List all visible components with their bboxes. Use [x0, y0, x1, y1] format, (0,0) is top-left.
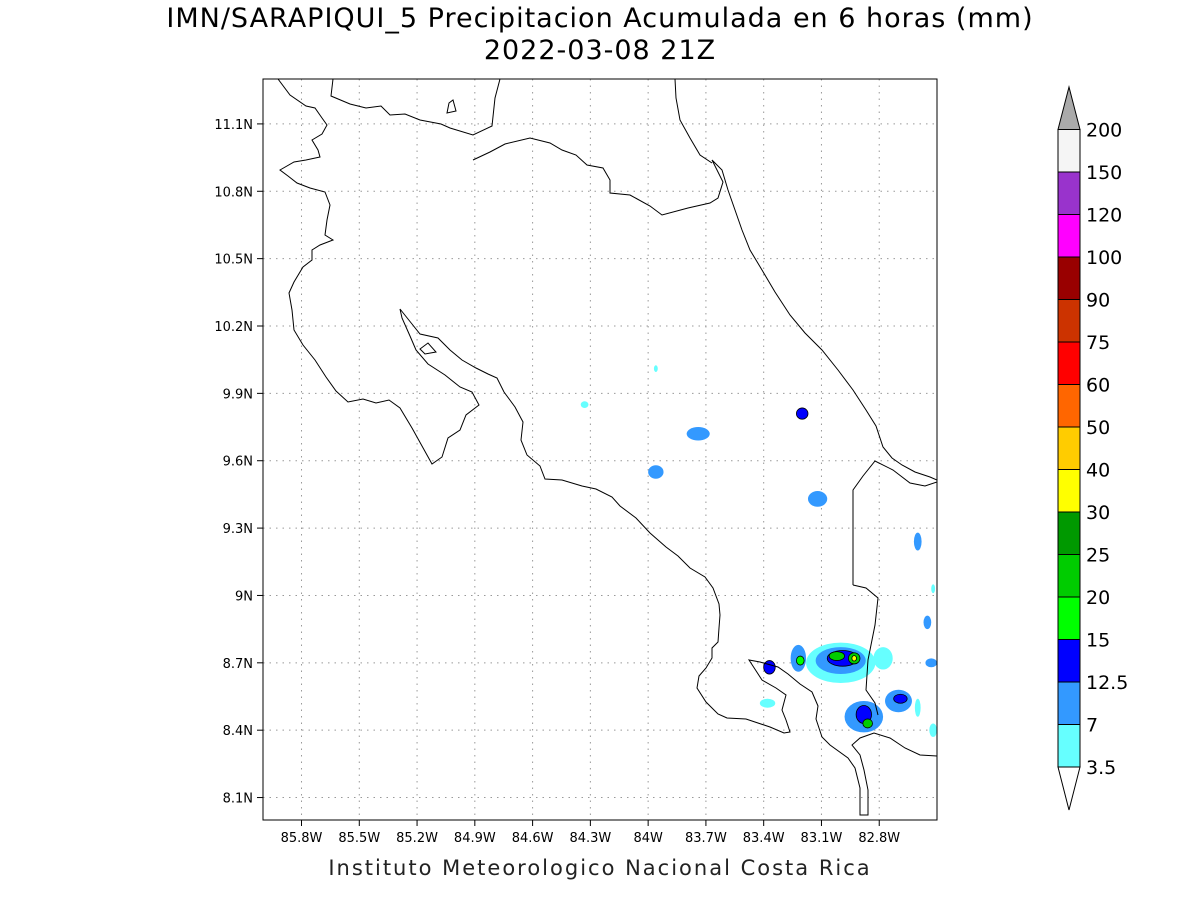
coastline-caribbean: [330, 79, 501, 136]
tick-label-lon: 85.2W: [396, 831, 438, 846]
colorbar-bottom-arrow: [1057, 766, 1081, 811]
precip-cell: [653, 365, 658, 373]
colorbar-swatch: [1057, 214, 1081, 258]
precip-cell: [763, 660, 776, 675]
precip-cell: [862, 718, 873, 729]
colorbar-swatch: [1057, 639, 1081, 683]
colorbar-level-label: 3.5: [1086, 757, 1116, 779]
tick-label-lat: 10.5N: [214, 253, 253, 268]
colorbar-level-label: 50: [1086, 417, 1110, 439]
tick-label-lon: 84.9W: [454, 831, 496, 846]
colorbar-swatch: [1057, 341, 1081, 385]
colorbar-level-label: 75: [1086, 332, 1110, 354]
border-panama: [852, 460, 937, 585]
tick-label-lon: 84.3W: [569, 831, 611, 846]
precip-cell: [580, 401, 589, 408]
map-valid-time: 2022-03-08 21Z: [483, 35, 717, 66]
tick-label-lat: 9.3N: [223, 522, 253, 537]
tick-label-lat: 9N: [235, 589, 253, 604]
tick-label-lon: 82.8W: [858, 831, 900, 846]
tick-label-lon: 85.5W: [338, 831, 380, 846]
coastline-nicaragua-north: [674, 79, 713, 164]
precip-cell: [648, 465, 664, 479]
precip-cell: [925, 658, 937, 668]
colorbar-level-label: 150: [1086, 162, 1122, 184]
precip-cell: [923, 615, 932, 630]
colorbar-swatch: [1057, 384, 1081, 428]
precip-cell: [796, 407, 809, 420]
colorbar-level-label: 15: [1086, 630, 1110, 652]
lake-island: [446, 99, 457, 114]
precip-cell: [796, 655, 805, 666]
tick-label-lon: 83.7W: [685, 831, 727, 846]
colorbar-swatch: [1057, 681, 1081, 725]
colorbar-level-label: 200: [1086, 120, 1122, 142]
precip-cell: [913, 532, 922, 551]
colorbar-level-label: 7: [1086, 715, 1098, 737]
coastline-pacific: [277, 79, 937, 816]
tick-label-lon: 85.8W: [281, 831, 323, 846]
tick-label-lon: 84.6W: [512, 831, 554, 846]
colorbar-level-label: 30: [1086, 502, 1110, 524]
precip-cell: [931, 584, 936, 594]
coastline: [277, 79, 937, 816]
colorbar-level-label: 20: [1086, 587, 1110, 609]
precip-cell: [759, 698, 776, 708]
credit-text: Instituto Meteorologico Nacional Costa R…: [328, 856, 872, 880]
colorbar-level-label: 90: [1086, 290, 1110, 312]
tick-label-lat: 9.6N: [223, 455, 253, 470]
colorbar-swatch: [1057, 596, 1081, 640]
tick-label-lat: 11.1N: [214, 118, 253, 133]
precip-cell: [929, 723, 937, 737]
colorbar-level-label: 25: [1086, 545, 1110, 567]
precip-cell: [686, 427, 710, 441]
colorbar: 3.5 7 12.5 15 20 25 30 40 50 60 75 90 100 120 150 200: [1057, 85, 1128, 811]
tick-label-lon: 84W: [633, 831, 663, 846]
tick-label-lat: 8.7N: [223, 657, 253, 672]
map-title: IMN/SARAPIQUI_5 Precipitacion Acumulada …: [166, 3, 1034, 34]
coastline-nicaragua-lake-shore: [472, 137, 937, 481]
tick-label-lat: 10.8N: [214, 185, 253, 200]
precip-cell: [851, 655, 857, 662]
colorbar-top-arrow: [1057, 85, 1081, 130]
colorbar-swatch: [1057, 426, 1081, 470]
colorbar-level-label: 100: [1086, 247, 1122, 269]
gulf-island: [419, 342, 437, 355]
precip-cell: [914, 698, 921, 717]
precip-cell: [893, 693, 908, 704]
tick-label-lat: 8.4N: [223, 724, 253, 739]
colorbar-swatch: [1057, 724, 1081, 768]
colorbar-level-label: 120: [1086, 205, 1122, 227]
colorbar-swatch: [1057, 256, 1081, 300]
axis-labels: 85.8W 85.5W 85.2W 84.9W 84.6W 84.3W 84W 83.7W 83…: [214, 118, 900, 846]
colorbar-swatch: [1057, 469, 1081, 513]
map-frame: [262, 78, 938, 821]
precipitation-field: [580, 365, 937, 737]
colorbar-swatch: [1057, 129, 1081, 173]
colorbar-swatch: [1057, 554, 1081, 598]
colorbar-level-label: 12.5: [1086, 672, 1128, 694]
tick-label-lat: 10.2N: [214, 320, 253, 335]
precip-cell: [828, 651, 845, 661]
tick-label-lat: 9.9N: [223, 387, 253, 402]
colorbar-swatch: [1057, 299, 1081, 343]
tick-label-lat: 8.1N: [223, 792, 253, 807]
lat-lon-grid: [263, 79, 937, 820]
tick-label-lon: 83.1W: [801, 831, 843, 846]
colorbar-swatch: [1057, 511, 1081, 555]
colorbar-level-label: 60: [1086, 375, 1110, 397]
tick-label-lon: 83.4W: [743, 831, 785, 846]
colorbar-level-label: 40: [1086, 460, 1110, 482]
precip-cell: [807, 491, 828, 507]
colorbar-swatch: [1057, 171, 1081, 215]
precip-cell: [873, 647, 893, 670]
border-panama-south: [852, 584, 879, 716]
